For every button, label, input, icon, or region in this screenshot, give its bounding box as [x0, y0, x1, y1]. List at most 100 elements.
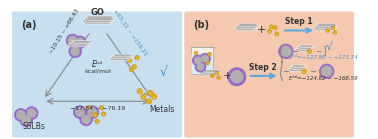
- Polygon shape: [315, 25, 336, 29]
- Circle shape: [147, 101, 148, 102]
- Circle shape: [131, 68, 132, 69]
- Circle shape: [88, 112, 93, 116]
- Circle shape: [135, 55, 139, 60]
- Circle shape: [331, 26, 335, 30]
- Circle shape: [217, 76, 220, 80]
- Circle shape: [150, 101, 151, 102]
- Circle shape: [137, 89, 143, 94]
- Text: +: +: [257, 25, 266, 35]
- Circle shape: [197, 63, 204, 70]
- Circle shape: [211, 75, 212, 76]
- Circle shape: [218, 76, 219, 77]
- Text: kcal/mol: kcal/mol: [85, 68, 111, 73]
- Polygon shape: [111, 56, 132, 59]
- Circle shape: [276, 32, 277, 33]
- Circle shape: [141, 94, 146, 100]
- Text: +: +: [223, 71, 232, 81]
- Circle shape: [218, 73, 219, 74]
- Circle shape: [152, 94, 157, 100]
- Polygon shape: [290, 67, 305, 70]
- Circle shape: [135, 57, 136, 58]
- Circle shape: [143, 95, 144, 96]
- Circle shape: [66, 34, 79, 47]
- Circle shape: [103, 112, 104, 113]
- Polygon shape: [236, 25, 257, 29]
- Text: Metals: Metals: [149, 105, 174, 114]
- Polygon shape: [82, 20, 111, 24]
- Circle shape: [215, 71, 219, 75]
- Circle shape: [275, 33, 276, 35]
- Circle shape: [100, 107, 101, 108]
- Circle shape: [87, 107, 88, 108]
- Circle shape: [93, 114, 94, 116]
- Circle shape: [22, 116, 31, 125]
- Circle shape: [310, 51, 311, 52]
- Circle shape: [279, 44, 293, 59]
- Circle shape: [207, 61, 208, 62]
- Circle shape: [206, 61, 209, 65]
- Circle shape: [319, 64, 334, 79]
- Circle shape: [101, 106, 102, 107]
- Polygon shape: [297, 47, 312, 49]
- Circle shape: [302, 69, 306, 74]
- Circle shape: [101, 112, 105, 116]
- Polygon shape: [71, 40, 93, 43]
- Circle shape: [16, 110, 25, 119]
- Text: Eᵇᵈ: Eᵇᵈ: [92, 60, 104, 69]
- Circle shape: [101, 113, 102, 115]
- Circle shape: [86, 106, 99, 119]
- Text: Eᵇᵈ=−127.89 ~ −173.74: Eᵇᵈ=−127.89 ~ −173.74: [288, 55, 357, 60]
- Circle shape: [228, 68, 246, 86]
- Polygon shape: [288, 69, 303, 71]
- Circle shape: [93, 113, 98, 117]
- Circle shape: [201, 55, 209, 62]
- Circle shape: [149, 93, 150, 94]
- Circle shape: [25, 107, 38, 119]
- Polygon shape: [199, 73, 218, 76]
- Circle shape: [98, 121, 99, 122]
- Circle shape: [209, 63, 210, 64]
- Circle shape: [304, 69, 305, 70]
- Bar: [191, 54, 213, 74]
- Circle shape: [308, 51, 309, 52]
- Circle shape: [130, 60, 132, 61]
- Circle shape: [80, 113, 93, 126]
- Circle shape: [327, 28, 328, 30]
- Circle shape: [75, 108, 84, 117]
- Circle shape: [88, 106, 89, 107]
- Circle shape: [144, 96, 145, 97]
- Circle shape: [333, 32, 334, 33]
- Circle shape: [273, 27, 274, 28]
- Circle shape: [129, 67, 134, 72]
- Circle shape: [90, 112, 91, 113]
- Circle shape: [73, 106, 86, 119]
- Circle shape: [89, 113, 90, 115]
- Circle shape: [132, 64, 136, 69]
- Text: Eᵇᵈ=−124.82 ~ −168.59: Eᵇᵈ=−124.82 ~ −168.59: [288, 76, 357, 81]
- Circle shape: [275, 32, 279, 36]
- Polygon shape: [84, 18, 112, 22]
- Circle shape: [273, 26, 277, 30]
- Circle shape: [71, 47, 80, 56]
- Polygon shape: [86, 16, 114, 20]
- Circle shape: [200, 53, 211, 64]
- Circle shape: [270, 31, 271, 32]
- Circle shape: [152, 96, 153, 97]
- Circle shape: [139, 89, 140, 90]
- Circle shape: [95, 119, 99, 124]
- Circle shape: [271, 25, 272, 26]
- Circle shape: [75, 38, 84, 47]
- Circle shape: [102, 107, 104, 108]
- Polygon shape: [234, 27, 255, 30]
- Circle shape: [90, 107, 91, 108]
- Text: Step 1: Step 1: [285, 17, 312, 26]
- Text: ~10.15 ~ −66.43: ~10.15 ~ −66.43: [48, 8, 80, 54]
- Text: −65.32 ~ −116.21: −65.32 ~ −116.21: [112, 9, 147, 57]
- Circle shape: [333, 26, 334, 27]
- Circle shape: [276, 27, 277, 28]
- Circle shape: [206, 63, 207, 64]
- Circle shape: [154, 95, 155, 96]
- Circle shape: [268, 31, 269, 32]
- Circle shape: [138, 91, 139, 92]
- Circle shape: [277, 33, 279, 35]
